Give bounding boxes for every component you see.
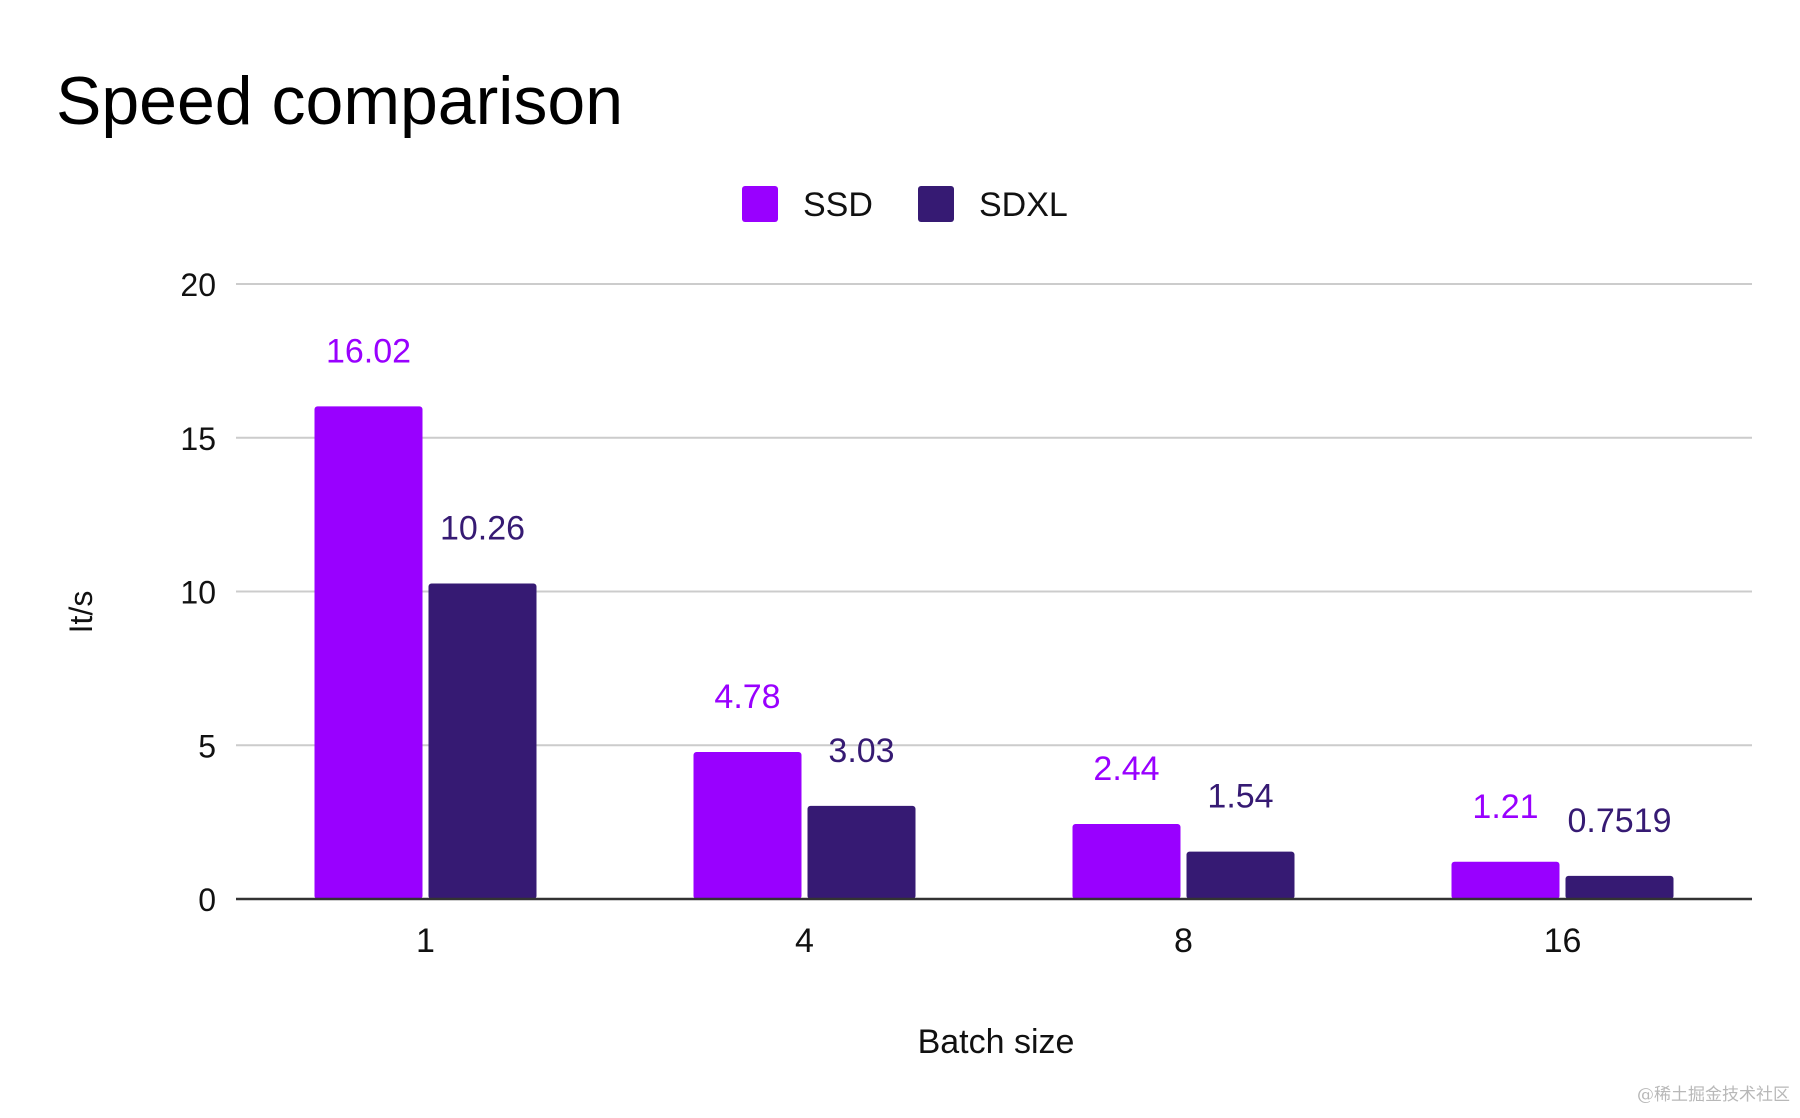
bar-sdxl-4: [807, 805, 916, 899]
bar-sdxl-16: [1565, 875, 1674, 899]
x-tick-label-16: 16: [1544, 922, 1582, 960]
y-tick-label-5: 5: [198, 728, 216, 764]
legend-swatch-sdxl: [918, 186, 954, 222]
data-label-ssd-4: 4.78: [714, 678, 780, 716]
y-tick-label-15: 15: [180, 421, 216, 457]
bar-sdxl-8: [1186, 851, 1295, 899]
bar-ssd-1: [314, 406, 423, 899]
data-label-sdxl-4: 3.03: [828, 732, 894, 770]
data-label-ssd-8: 2.44: [1093, 750, 1159, 788]
x-tick-label-4: 4: [795, 922, 814, 960]
x-tick-label-8: 8: [1174, 922, 1193, 960]
y-tick-label-10: 10: [180, 575, 216, 611]
x-axis-title: Batch size: [918, 1023, 1075, 1061]
data-label-sdxl-8: 1.54: [1207, 778, 1273, 816]
legend-label-ssd: SSD: [803, 186, 873, 224]
y-axis-title: It/s: [63, 591, 99, 634]
y-tick-label-0: 0: [198, 882, 216, 918]
bar-ssd-4: [693, 752, 802, 899]
value-labels: 16.02 10.26 4.78 3.03 2.44 1.54 1.21 0.7519: [326, 332, 1672, 839]
x-axis-ticks: 1 4 8 16: [416, 922, 1581, 960]
bar-ssd-8: [1072, 823, 1181, 899]
x-tick-label-1: 1: [416, 922, 435, 960]
data-label-sdxl-1: 10.26: [440, 510, 525, 548]
data-label-sdxl-16: 0.7519: [1568, 802, 1672, 840]
chart-legend: SSD SDXL: [742, 186, 1068, 224]
chart-title: Speed comparison: [56, 63, 623, 139]
legend-swatch-ssd: [742, 186, 778, 222]
data-label-ssd-1: 16.02: [326, 332, 411, 370]
y-axis-ticks: 0 5 10 15 20: [180, 267, 216, 918]
y-tick-label-20: 20: [180, 267, 216, 303]
data-label-ssd-16: 1.21: [1472, 788, 1538, 826]
bar-ssd-16: [1451, 861, 1560, 899]
bars: [314, 406, 1674, 899]
watermark: @稀土掘金技术社区: [1637, 1085, 1790, 1105]
bar-sdxl-1: [428, 583, 537, 899]
legend-label-sdxl: SDXL: [979, 186, 1068, 224]
